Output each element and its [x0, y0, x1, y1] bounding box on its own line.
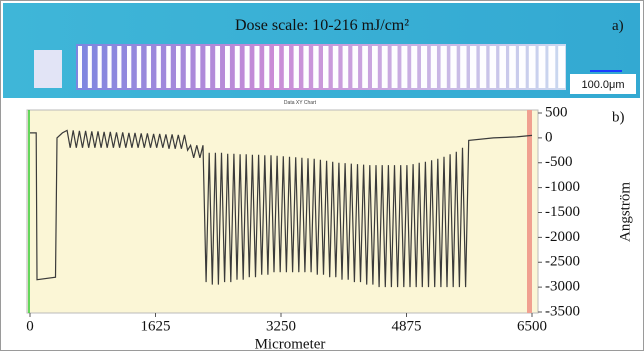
stripe	[294, 46, 299, 88]
y-tick-label: -3000	[545, 279, 580, 295]
stripe	[450, 46, 456, 88]
stripe	[78, 46, 82, 88]
micrograph: Dose scale: 10-216 mJ/cm² a) 100.0μm	[3, 3, 640, 98]
stripe	[323, 46, 329, 88]
stripe	[441, 46, 447, 88]
y-tick-label: -1000	[545, 179, 580, 195]
x-tick-label: 3250	[266, 318, 296, 334]
x-tick-label: 6500	[517, 318, 547, 334]
right-cursor	[527, 110, 532, 313]
stripe	[313, 46, 318, 88]
stripe	[558, 46, 565, 88]
y-tick-label: -2000	[545, 229, 580, 245]
stripe	[156, 46, 160, 88]
stripe	[186, 46, 191, 88]
chart-subtitle: Data XY Chart	[284, 100, 317, 106]
stripe	[88, 46, 92, 88]
stripe	[245, 46, 250, 88]
stripe	[343, 46, 349, 88]
stripe	[421, 46, 427, 88]
panel-a-label: a)	[612, 18, 624, 34]
stripe	[215, 46, 220, 88]
stripe	[509, 46, 516, 88]
stripe	[499, 46, 506, 88]
stripe	[372, 46, 378, 88]
stripe	[411, 46, 417, 88]
x-tick-label: 1625	[141, 318, 171, 334]
stripe	[352, 46, 358, 88]
y-tick-label: -1500	[545, 204, 580, 220]
stripe	[362, 46, 368, 88]
y-tick-label: 0	[545, 129, 553, 145]
stripe	[529, 46, 536, 88]
stripe	[392, 46, 398, 88]
stripe	[254, 46, 259, 88]
stripe	[147, 46, 151, 88]
stripe	[127, 46, 131, 88]
stripe	[98, 46, 102, 88]
y-axis-label: Angström	[617, 182, 633, 242]
stripe	[539, 46, 546, 88]
stripe	[166, 46, 171, 88]
x-tick-label: 4875	[392, 318, 422, 334]
stripe	[333, 46, 339, 88]
stripe	[225, 46, 230, 88]
stripe	[480, 46, 486, 88]
scale-bar-label: 100.0μm	[581, 79, 624, 91]
x-axis-label: Micrometer	[255, 336, 326, 351]
y-tick-label: -2500	[545, 254, 580, 270]
y-tick-label: -500	[545, 154, 573, 170]
stripe	[176, 46, 181, 88]
stripe	[431, 46, 437, 88]
stripe	[519, 46, 526, 88]
stripe	[205, 46, 210, 88]
stripe	[196, 46, 201, 88]
stripe	[490, 46, 497, 88]
stripe	[284, 46, 289, 88]
stripe	[264, 46, 269, 88]
panel-b-label: b)	[612, 109, 625, 125]
stripe	[137, 46, 141, 88]
y-tick-label: -3500	[545, 303, 580, 319]
stripe	[117, 46, 121, 88]
stripe	[548, 46, 555, 88]
stripe	[303, 46, 308, 88]
stripe	[235, 46, 240, 88]
panel-a-title: Dose scale: 10-216 mJ/cm²	[235, 17, 409, 34]
stripe	[274, 46, 279, 88]
figure: Dose scale: 10-216 mJ/cm² a) 100.0μm Dat…	[0, 0, 644, 351]
stripe	[107, 46, 111, 88]
pad	[34, 50, 62, 88]
stripe	[470, 46, 476, 88]
stripe	[401, 46, 407, 88]
stripe	[382, 46, 388, 88]
stripe	[460, 46, 466, 88]
y-tick-label: 500	[545, 104, 568, 120]
x-tick-label: 0	[26, 318, 34, 334]
